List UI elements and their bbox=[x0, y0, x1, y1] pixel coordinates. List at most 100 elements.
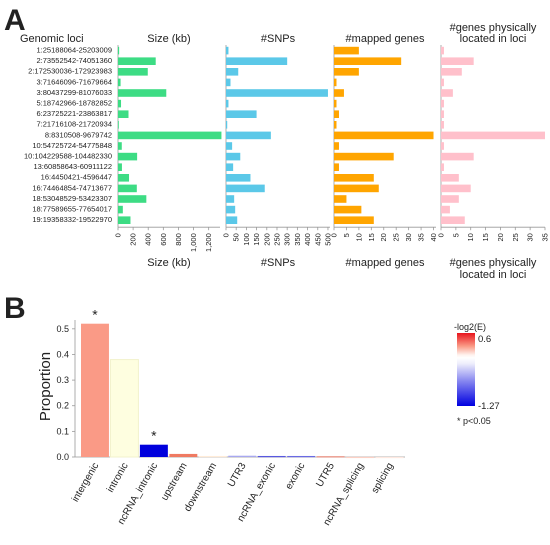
bar bbox=[226, 163, 234, 171]
panel-title: #SNPs bbox=[261, 33, 296, 45]
y-tick-label: 0.3 bbox=[56, 375, 69, 385]
x-axis-label: Size (kb) bbox=[147, 257, 190, 269]
bar bbox=[334, 163, 339, 171]
panel-b-chart: 0.0 0.1 0.2 0.3 0.4 0.5 Proportion * intergenic i… bbox=[37, 307, 405, 528]
bar bbox=[375, 456, 404, 459]
panel-b-letter: B bbox=[4, 292, 26, 325]
bar bbox=[228, 455, 257, 457]
bar bbox=[441, 152, 474, 161]
locus-label: 7:21716108-21720934 bbox=[37, 120, 113, 129]
legend-max: 0.6 bbox=[478, 334, 491, 345]
locus-label: 10:104229588-104482330 bbox=[24, 152, 112, 161]
bar bbox=[441, 163, 444, 171]
bar bbox=[118, 163, 122, 171]
bar bbox=[441, 205, 450, 214]
bar bbox=[198, 455, 227, 458]
x-tick-label: 800 bbox=[174, 233, 183, 246]
x-tick-label: 5 bbox=[451, 233, 460, 237]
bar bbox=[226, 152, 241, 161]
locus-label: 18:53048529-53423307 bbox=[32, 194, 112, 203]
bar bbox=[226, 142, 233, 150]
x-tick-label: upstream bbox=[159, 461, 189, 503]
significance-note: * p<0.05 bbox=[457, 416, 491, 426]
legend-colorbar bbox=[457, 333, 475, 406]
x-tick-label: 0 bbox=[222, 233, 231, 237]
y-tick-label: 0.0 bbox=[56, 452, 69, 462]
x-tick-label: 35 bbox=[417, 233, 426, 241]
significance-marker: * bbox=[92, 307, 98, 323]
bar-panel: Size (kb) 0 200 400 600 800 1,000 1,200 Size (kb… bbox=[114, 33, 222, 269]
x-tick-label: 0 bbox=[114, 233, 123, 237]
bar bbox=[441, 195, 459, 203]
bar bbox=[139, 444, 168, 457]
bar bbox=[334, 142, 339, 150]
bar bbox=[226, 57, 288, 65]
bar bbox=[441, 142, 444, 150]
x-tick-label: UTR3 bbox=[226, 461, 249, 489]
bar bbox=[118, 99, 122, 108]
bar bbox=[441, 110, 444, 118]
locus-label: 16:74464854-74713677 bbox=[32, 183, 112, 192]
bar bbox=[441, 89, 453, 97]
bar bbox=[169, 453, 198, 457]
bar bbox=[118, 205, 123, 214]
x-tick-label: intronic bbox=[105, 461, 131, 494]
x-tick-label: 30 bbox=[526, 233, 535, 241]
locus-label: 8:8310508-9679742 bbox=[45, 130, 112, 139]
x-tick-label: 15 bbox=[367, 233, 376, 241]
x-tick-label: 100 bbox=[242, 233, 251, 246]
x-axis-label: #mapped genes bbox=[346, 257, 425, 269]
bar bbox=[334, 78, 337, 87]
bar bbox=[334, 195, 347, 203]
bar bbox=[334, 89, 344, 97]
bar bbox=[118, 121, 119, 129]
locus-label: 19:19358332-19522970 bbox=[32, 215, 112, 224]
x-tick-label: 150 bbox=[252, 233, 261, 246]
panel-title: located in loci bbox=[460, 33, 527, 45]
bar bbox=[334, 46, 359, 55]
bar bbox=[334, 110, 339, 118]
locus-label: 5:18742966-18782852 bbox=[37, 99, 113, 108]
bar bbox=[118, 131, 222, 140]
x-tick-label: 25 bbox=[392, 233, 401, 241]
bar bbox=[334, 99, 337, 108]
bar bbox=[226, 121, 228, 129]
x-tick-label: 15 bbox=[481, 233, 490, 241]
x-tick-label: 250 bbox=[272, 233, 281, 246]
x-tick-label: 50 bbox=[232, 233, 241, 241]
x-tick-label: 25 bbox=[511, 233, 520, 241]
x-tick-label: 20 bbox=[496, 233, 505, 241]
bar bbox=[118, 57, 156, 65]
x-tick-label: 10 bbox=[354, 233, 363, 241]
legend-min: -1.27 bbox=[478, 401, 500, 412]
bar bbox=[226, 89, 328, 97]
bar bbox=[441, 46, 444, 55]
loci-header: Genomic loci bbox=[20, 33, 84, 45]
bar bbox=[441, 78, 444, 87]
bar bbox=[334, 121, 337, 129]
x-tick-label: 200 bbox=[262, 233, 271, 246]
bar bbox=[287, 455, 316, 458]
x-tick-label: 1,000 bbox=[189, 233, 198, 252]
y-axis-label: Proportion bbox=[37, 352, 54, 421]
bar bbox=[226, 78, 231, 87]
bar bbox=[118, 174, 130, 182]
locus-label: 2:172530036-172923983 bbox=[28, 67, 112, 76]
x-tick-label: 10 bbox=[466, 233, 475, 241]
x-tick-label: 450 bbox=[313, 233, 322, 246]
bar bbox=[346, 456, 375, 459]
bar bbox=[441, 57, 474, 65]
y-tick-label: 0.5 bbox=[56, 324, 69, 334]
bar bbox=[226, 131, 271, 140]
x-tick-label: 300 bbox=[283, 233, 292, 246]
bar bbox=[441, 68, 462, 76]
bar bbox=[226, 110, 257, 118]
bar bbox=[441, 184, 471, 193]
panel-title: Size (kb) bbox=[147, 33, 190, 45]
panel-title: #mapped genes bbox=[346, 33, 425, 45]
x-tick-label: 400 bbox=[144, 233, 153, 246]
bar bbox=[441, 121, 444, 129]
